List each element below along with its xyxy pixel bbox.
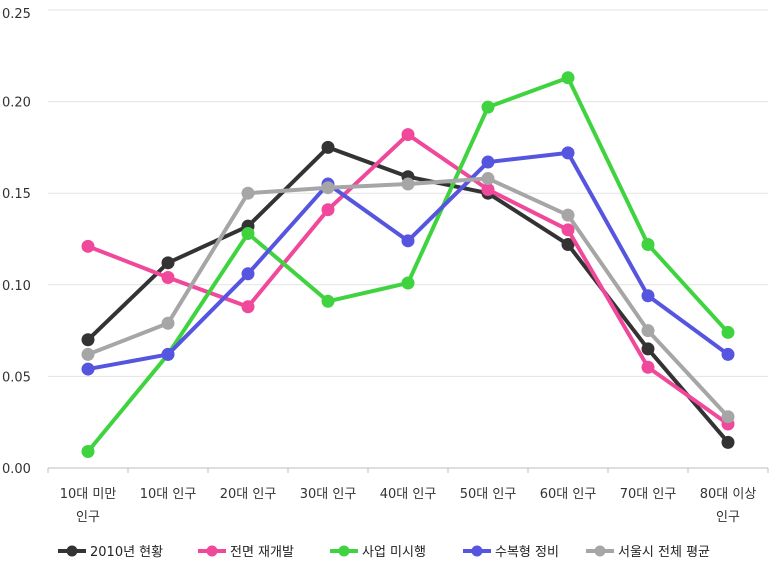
y-axis: 0.00 0.05 0.10 0.15 0.20 0.25 xyxy=(2,7,31,477)
data-point xyxy=(321,140,335,154)
data-point xyxy=(561,146,575,160)
data-point xyxy=(401,276,415,290)
y-tick-label: 0.00 xyxy=(2,462,31,477)
legend-item: 서울시 전체 평균 xyxy=(586,545,710,560)
series-2 xyxy=(81,71,735,459)
x-tick-label: 10대 미만 xyxy=(60,487,117,502)
x-tick-label: 60대 인구 xyxy=(540,487,597,502)
data-point xyxy=(641,324,655,338)
legend-label: 사업 미시행 xyxy=(362,544,426,560)
data-point xyxy=(241,267,255,281)
data-point xyxy=(161,347,175,361)
x-tick-label: 인구 xyxy=(76,510,100,525)
x-tick-label: 50대 인구 xyxy=(460,487,517,502)
data-point xyxy=(641,342,655,356)
data-point xyxy=(721,410,735,424)
data-point xyxy=(161,270,175,284)
data-point xyxy=(161,256,175,270)
legend-label: 서울시 전체 평균 xyxy=(618,545,710,560)
x-tick-label: 20대 인구 xyxy=(220,487,277,502)
data-point xyxy=(641,360,655,374)
y-tick-label: 0.25 xyxy=(2,7,31,22)
legend-marker xyxy=(338,545,350,557)
legend-marker xyxy=(471,545,483,557)
data-point xyxy=(561,208,575,222)
plot-area xyxy=(81,71,735,459)
legend-item: 2010년 현황 xyxy=(58,545,163,560)
data-point xyxy=(81,239,95,253)
y-tick-label: 0.15 xyxy=(2,187,31,202)
legend-marker xyxy=(594,545,606,557)
data-point xyxy=(481,172,495,186)
data-point xyxy=(401,177,415,191)
y-tick-label: 0.05 xyxy=(2,370,31,385)
data-point xyxy=(401,128,415,142)
data-point xyxy=(481,183,495,197)
legend-item: 전면 재개발 xyxy=(198,545,294,560)
legend-item: 사업 미시행 xyxy=(330,544,426,560)
data-point xyxy=(321,294,335,308)
data-point xyxy=(241,300,255,314)
legend-marker xyxy=(66,545,78,557)
data-point xyxy=(561,237,575,251)
data-point xyxy=(401,234,415,248)
legend-item: 수복형 정비 xyxy=(463,545,559,560)
data-point xyxy=(81,362,95,376)
x-tick-label: 40대 인구 xyxy=(380,487,437,502)
data-point xyxy=(321,203,335,217)
data-point xyxy=(481,100,495,114)
data-point xyxy=(321,181,335,195)
x-tick-label: 30대 인구 xyxy=(300,487,357,502)
data-point xyxy=(481,155,495,169)
data-point xyxy=(721,347,735,361)
x-tick-label: 인구 xyxy=(716,510,740,525)
x-tick-label: 10대 인구 xyxy=(140,487,197,502)
data-point xyxy=(721,435,735,449)
data-point xyxy=(81,347,95,361)
series-4 xyxy=(81,172,735,424)
data-point xyxy=(81,445,95,459)
y-tick-label: 0.20 xyxy=(2,96,31,111)
data-point xyxy=(721,325,735,339)
x-tick-label: 70대 인구 xyxy=(620,487,677,502)
x-tick-label: 80대 이상 xyxy=(700,487,757,502)
legend-label: 2010년 현황 xyxy=(90,545,163,560)
data-point xyxy=(561,71,575,85)
data-point xyxy=(161,316,175,330)
data-point xyxy=(641,289,655,303)
data-point xyxy=(561,223,575,237)
legend-label: 수복형 정비 xyxy=(495,545,559,560)
legend: 2010년 현황 전면 재개발 사업 미시행 수복형 정비 서울시 전체 평균 xyxy=(58,544,710,560)
data-point xyxy=(641,237,655,251)
legend-label: 전면 재개발 xyxy=(230,545,294,560)
y-tick-label: 0.10 xyxy=(2,279,31,294)
data-point xyxy=(241,227,255,241)
data-point xyxy=(81,333,95,347)
data-point xyxy=(241,186,255,200)
legend-marker xyxy=(206,545,218,557)
